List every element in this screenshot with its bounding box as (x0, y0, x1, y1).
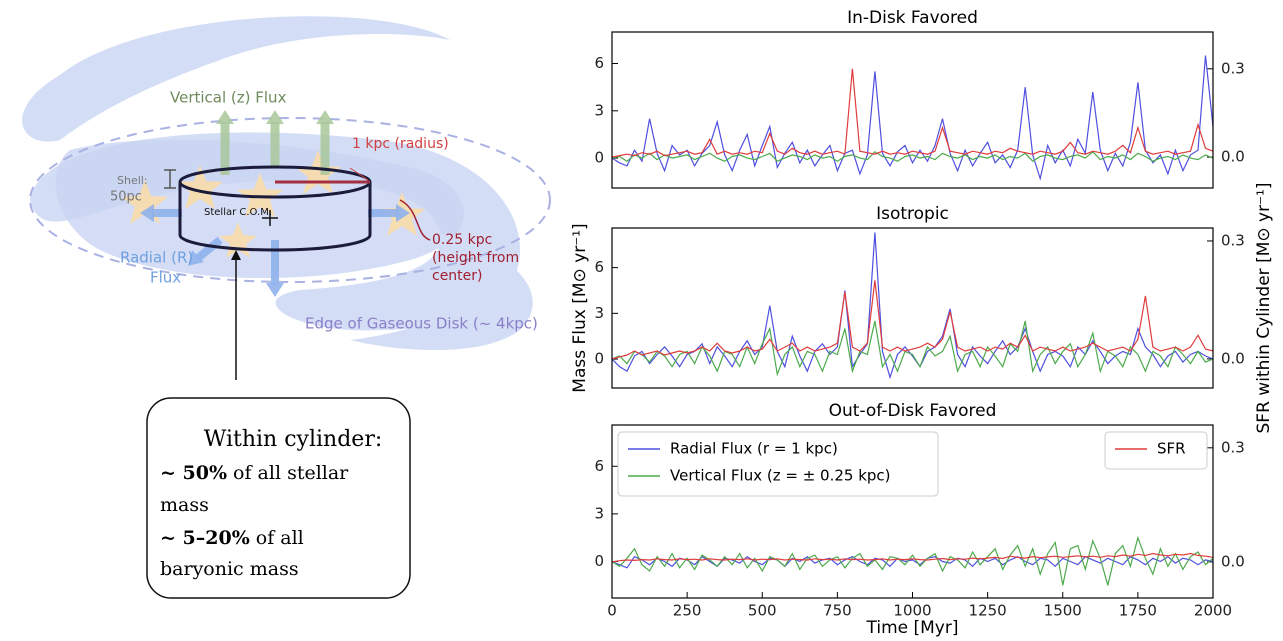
label: Vertical (z) Flux (170, 89, 287, 107)
arrow-heads (216, 110, 334, 124)
y2-tick-label: 0.3 (1221, 59, 1245, 77)
y2-tick-label: 0.0 (1221, 349, 1245, 367)
y2-axis-label: SFR within Cylinder [M⊙ yr⁻¹] (1254, 183, 1274, 434)
y-tick-label: 6 (594, 457, 604, 475)
plot-area (612, 232, 1213, 380)
x-tick-label: 1250 (969, 602, 1007, 620)
series-line (612, 320, 1213, 377)
legend-label: Radial Flux (r = 1 kpc) (670, 440, 838, 458)
plot-area (612, 535, 1213, 586)
label: 50pc (110, 190, 142, 205)
plot-frame (611, 424, 1214, 599)
box-title: Within cylinder: (204, 427, 383, 452)
series-line (612, 535, 1213, 586)
x-tick-label: 500 (748, 602, 777, 620)
x-tick-label: 1500 (1044, 602, 1082, 620)
diagram: Vertical (z) Flux 1 kpc (radius) Shell: … (22, 16, 551, 599)
shell-bracket (164, 169, 176, 189)
label: Shell: (117, 174, 148, 187)
series-line (612, 552, 1213, 563)
y2-tick-label: 0.3 (1221, 438, 1245, 456)
radial-arrows (152, 209, 398, 285)
y-tick-label: 0 (594, 552, 604, 570)
series-line (612, 555, 1213, 569)
box-line: baryonic mass (160, 558, 299, 580)
label: 0.25 kpc (432, 232, 492, 248)
plot-frame (611, 227, 1214, 389)
box-line: mass (160, 494, 209, 516)
x-tick-label: 1750 (1119, 602, 1157, 620)
plot-frame (611, 31, 1214, 189)
arrow-head (231, 250, 241, 260)
series-line (612, 150, 1213, 162)
x-tick-label: 0 (607, 602, 617, 620)
x-tick-label: 750 (823, 602, 852, 620)
series-line (612, 232, 1213, 380)
label: Flux (150, 269, 181, 287)
label: 1 kpc (radius) (352, 136, 449, 152)
gas-swirl (350, 230, 533, 350)
chart-title: In-Disk Favored (847, 8, 978, 28)
leader (399, 199, 431, 241)
arrow-heads (140, 204, 410, 297)
legend-box (617, 431, 939, 497)
x-tick-label: 1000 (893, 602, 931, 620)
gas-disk (55, 139, 464, 279)
label: (height from (432, 250, 519, 266)
emphasis: ~ 50% (160, 462, 227, 484)
y2-tick-label: 0.3 (1221, 231, 1245, 249)
legend-label: Vertical Flux (z = ± 0.25 kpc) (670, 467, 891, 485)
y-tick-label: 6 (594, 258, 604, 276)
vertical-arrows (220, 122, 330, 175)
box-line: ~ 50% of all stellar (160, 462, 349, 484)
label: Stellar C.O.M. (204, 207, 272, 218)
y-tick-label: 3 (594, 101, 604, 119)
legend-label: SFR (1157, 440, 1186, 458)
stars (122, 150, 425, 258)
leader (349, 167, 369, 181)
x-tick-label: 2000 (1194, 602, 1232, 620)
disk-edge (29, 117, 551, 283)
x-axis-label: Time [Myr] (866, 618, 959, 638)
y-tick-label: 3 (594, 504, 604, 522)
cylinder-body (178, 182, 372, 252)
com-marker (262, 210, 278, 226)
label: Radial (R) (120, 249, 193, 267)
series-line (612, 68, 1213, 158)
series-line (612, 55, 1213, 181)
charts: In-Disk Favored 0 3 6 0.0 0.3 Isotropic 0 3 6 0.0 0… (570, 8, 1274, 638)
y-tick-label: 0 (594, 350, 604, 368)
y-axis-label: Mass Flux [M⊙ yr⁻¹] (570, 223, 590, 392)
box-line: ~ 5–20% of all (160, 527, 304, 549)
y-tick-label: 3 (594, 304, 604, 322)
gas-swirl (22, 16, 451, 142)
plot-area (612, 55, 1213, 181)
box-text: of all stellar (233, 462, 349, 484)
label: center) (432, 268, 483, 284)
label: Edge of Gaseous Disk (~ 4kpc) (305, 315, 538, 333)
x-tick-label: 250 (673, 602, 702, 620)
y2-tick-label: 0.0 (1221, 552, 1245, 570)
y-tick-label: 6 (594, 54, 604, 72)
series-line (612, 280, 1213, 360)
y2-tick-label: 0.0 (1221, 148, 1245, 166)
emphasis: ~ 5–20% (160, 527, 250, 549)
box-text: of all (256, 527, 304, 549)
y-tick-label: 0 (594, 149, 604, 167)
legend-box (1104, 431, 1208, 470)
chart-title: Out-of-Disk Favored (829, 401, 997, 421)
chart-title: Isotropic (876, 204, 949, 224)
info-box (146, 397, 411, 599)
